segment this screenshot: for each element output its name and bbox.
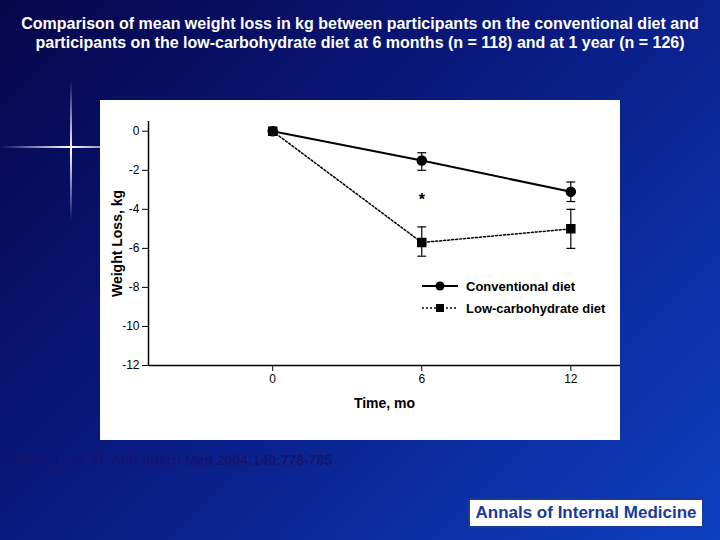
svg-text:-4: -4 — [129, 202, 140, 216]
svg-text:*: * — [419, 191, 426, 208]
html-text:Conventional diet: Conventional diet — [466, 278, 576, 294]
svg-text:6: 6 — [418, 372, 425, 386]
svg-text:12: 12 — [564, 372, 578, 386]
svg-text:Time, mo: Time, mo — [354, 395, 415, 411]
svg-text:-6: -6 — [129, 241, 140, 255]
svg-text:0: 0 — [133, 124, 140, 138]
html-text:Low-carbohydrate diet: Low-carbohydrate diet — [466, 300, 606, 316]
html-text:Comparison of mean weight loss: Comparison of mean weight loss in kg bet… — [21, 15, 699, 51]
svg-text:-12: -12 — [122, 358, 140, 372]
html-text:Stern, L. et. al. Ann Intern M: Stern, L. et. al. Ann Intern Med 2004;14… — [12, 452, 332, 468]
svg-text:-8: -8 — [129, 280, 140, 294]
svg-text:0: 0 — [269, 372, 276, 386]
svg-text:-10: -10 — [122, 319, 140, 333]
svg-text:-2: -2 — [129, 163, 140, 177]
html-text:Annals of Internal Medicine: Annals of Internal Medicine — [475, 503, 697, 522]
svg-text:Weight Loss, kg: Weight Loss, kg — [109, 190, 125, 297]
